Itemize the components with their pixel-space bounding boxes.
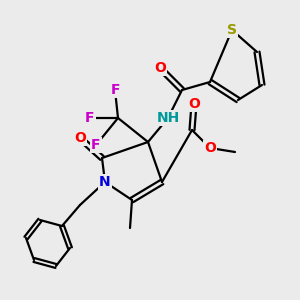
Text: O: O [74,131,86,145]
Text: F: F [85,111,95,125]
Text: NH: NH [156,111,180,125]
Text: O: O [154,61,166,75]
Text: S: S [227,23,237,37]
Text: N: N [99,175,111,189]
Text: O: O [188,97,200,111]
Text: F: F [110,83,120,97]
Text: O: O [204,141,216,155]
Text: F: F [91,138,101,152]
